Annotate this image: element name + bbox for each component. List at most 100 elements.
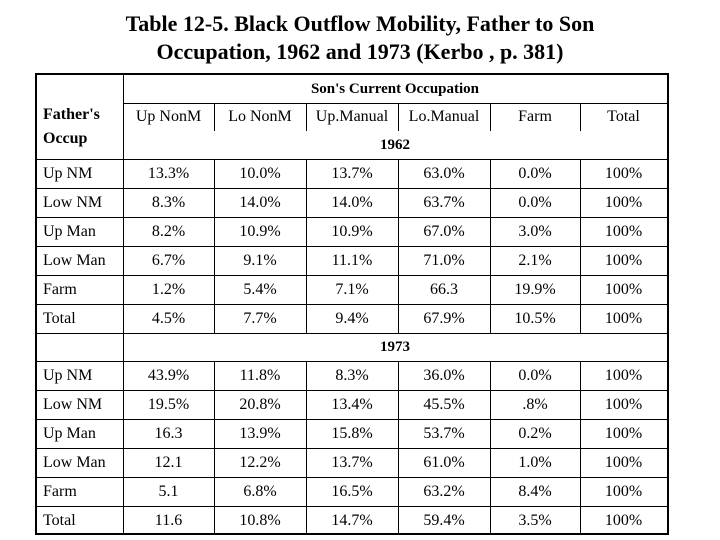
table-cell: 10.8% — [239, 511, 281, 529]
column-header-divider — [398, 103, 399, 131]
table-cell: 11.1% — [331, 251, 373, 269]
table-cell: 10.9% — [331, 222, 373, 240]
table-cell: 10.9% — [239, 222, 281, 240]
table-cell: 0.0% — [518, 366, 552, 384]
table-cell: 100% — [604, 222, 643, 240]
table-cell: 71.0% — [423, 251, 465, 269]
column-divider — [214, 159, 215, 333]
table-cell: .8% — [522, 395, 548, 413]
table-cell: 3.0% — [518, 222, 552, 240]
table-cell: 1.0% — [518, 453, 552, 471]
table-cell: 7.1% — [335, 280, 369, 298]
table-cell: 100% — [604, 424, 643, 442]
column-header: Total — [607, 108, 640, 125]
table-cell: 13.4% — [331, 395, 373, 413]
father-occupation-header: Father's Occup — [43, 103, 100, 151]
column-divider — [214, 361, 215, 535]
table-cell: 8.2% — [151, 222, 186, 240]
table-cell: 67.0% — [423, 222, 465, 240]
table-cell: 12.1 — [154, 453, 183, 471]
table-cell: 14.0% — [239, 193, 281, 211]
table-cell: 45.5% — [423, 395, 465, 413]
table-cell: 6.8% — [243, 482, 277, 500]
row-line — [37, 477, 667, 478]
table-cell: 0.2% — [518, 424, 552, 442]
table-cell: 3.5% — [518, 511, 552, 529]
table-cell: 59.4% — [423, 511, 465, 529]
section-top-line — [37, 159, 667, 160]
table-cell: 63.2% — [423, 482, 465, 500]
father-header-line-2: Occup — [43, 130, 88, 147]
table-cell: 100% — [604, 395, 643, 413]
table-cell: 100% — [604, 164, 643, 182]
column-divider — [398, 361, 399, 535]
table-cell: 15.8% — [331, 424, 373, 442]
title-line-2: Occupation, 1962 and 1973 (Kerbo , p. 38… — [156, 39, 564, 64]
row-line — [37, 217, 667, 218]
column-divider — [490, 361, 491, 535]
row-label: Up Man — [43, 222, 96, 240]
column-header-divider — [214, 103, 215, 131]
table-cell: 100% — [604, 511, 643, 529]
row-label: Low NM — [43, 395, 103, 413]
row-line — [37, 419, 667, 420]
table-cell: 2.1% — [518, 251, 552, 269]
table-cell: 100% — [604, 309, 643, 327]
column-divider — [306, 361, 307, 535]
row-label: Up NM — [43, 366, 93, 384]
year-label: 1973 — [380, 338, 410, 355]
table-cell: 6.7% — [151, 251, 186, 269]
page-title: Table 12-5. Black Outflow Mobility, Fath… — [0, 10, 720, 66]
table-cell: 5.4% — [243, 280, 277, 298]
column-header-divider — [490, 103, 491, 131]
column-header: Lo.Manual — [408, 108, 480, 125]
row-line — [37, 506, 667, 507]
table-cell: 100% — [604, 193, 643, 211]
table-cell: 43.9% — [147, 366, 190, 384]
row-label: Low Man — [43, 251, 106, 269]
table-cell: 8.3% — [151, 193, 186, 211]
section-top-line — [37, 361, 667, 362]
row-label: Low Man — [43, 453, 106, 471]
table-cell: 14.0% — [331, 193, 373, 211]
row-line — [37, 275, 667, 276]
table-cell: 100% — [604, 280, 643, 298]
column-divider — [398, 159, 399, 333]
table-cell: 63.0% — [423, 164, 465, 182]
row-label: Up NM — [43, 164, 93, 182]
table-cell: 19.9% — [514, 280, 556, 298]
table-cell: 16.3 — [154, 424, 183, 442]
table-cell: 14.7% — [331, 511, 373, 529]
table-cell: 19.5% — [147, 395, 190, 413]
table-cell: 4.5% — [151, 309, 186, 327]
row-label: Farm — [43, 482, 77, 500]
mobility-table: Father's Occup Son's Current Occupation U… — [35, 73, 669, 535]
column-header-divider — [306, 103, 307, 131]
table-cell: 8.4% — [518, 482, 552, 500]
column-divider — [580, 361, 581, 535]
table-cell: 67.9% — [423, 309, 465, 327]
label-column-divider — [123, 75, 124, 535]
table-cell: 0.0% — [518, 193, 552, 211]
sons-occupation-header: Son's Current Occupation — [310, 80, 480, 97]
row-line — [37, 188, 667, 189]
table-cell: 10.0% — [239, 164, 281, 182]
row-label: Farm — [43, 280, 77, 298]
table-cell: 11.6 — [154, 511, 183, 529]
table-cell: 61.0% — [423, 453, 465, 471]
row-line — [37, 390, 667, 391]
column-header: Lo NonM — [228, 108, 292, 125]
section-bottom-line — [37, 333, 667, 334]
table-cell: 7.7% — [243, 309, 277, 327]
table-cell: 66.3 — [430, 280, 458, 298]
table-cell: 63.7% — [423, 193, 465, 211]
table-cell: 100% — [604, 453, 643, 471]
father-header-line-1: Father's — [43, 106, 100, 123]
table-cell: 100% — [604, 251, 643, 269]
column-header: Up.Manual — [315, 108, 389, 125]
table-cell: 100% — [604, 482, 643, 500]
table-cell: 13.7% — [331, 453, 373, 471]
table-cell: 13.7% — [331, 164, 373, 182]
table-cell: 12.2% — [239, 453, 281, 471]
table-cell: 9.1% — [243, 251, 277, 269]
